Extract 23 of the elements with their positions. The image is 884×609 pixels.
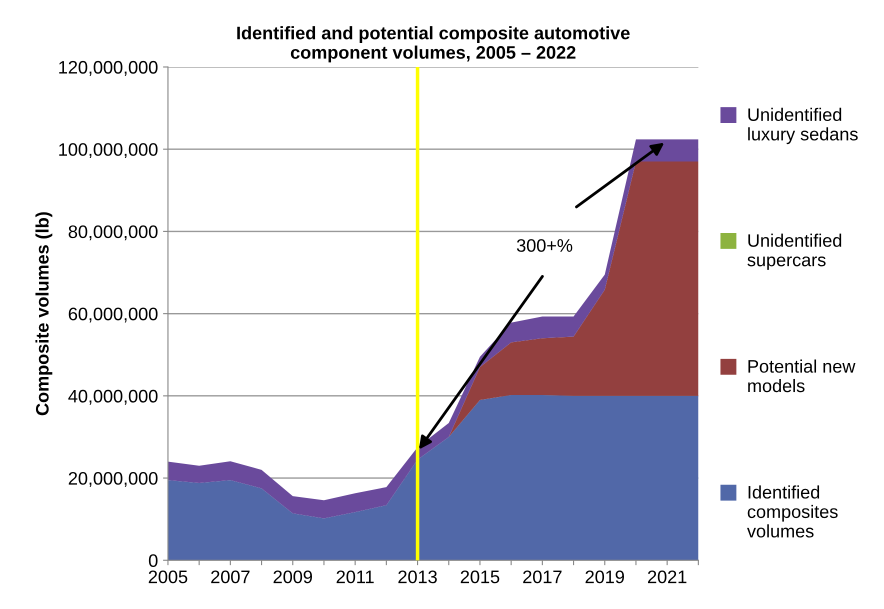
x-tick-label: 2007 (211, 570, 250, 584)
x-tick-label: 2021 (648, 570, 686, 584)
y-tick-label: 100,000,000 (59, 143, 158, 158)
y-tick-label: 20,000,000 (68, 472, 158, 487)
y-tick-label: 0 (148, 554, 158, 567)
legend-label: Identified composites volumes (747, 485, 838, 538)
legend-label: Unidentified luxury sedans (748, 108, 858, 144)
x-tick-label: 2015 (460, 570, 500, 584)
annotation: 300+% (516, 239, 572, 252)
x-tick-label: 2011 (336, 570, 374, 584)
legend-label: Unidentified supercars (747, 234, 842, 270)
x-tick-label: 2009 (274, 570, 312, 584)
y-tick-label: 40,000,000 (68, 390, 158, 405)
x-tick-label: 2017 (523, 570, 562, 584)
y-tick-label: 60,000,000 (68, 308, 158, 322)
chart-title: Identified and potential composite automotive component volumes, 2005 – 2022 (237, 26, 630, 62)
y-tick-label: 120,000,000 (59, 60, 158, 76)
x-tick-label: 2013 (398, 570, 437, 584)
x-tick-label: 2019 (586, 570, 624, 584)
legend-label: Potential new models (748, 360, 856, 392)
y-axis-title: Composite volumes (lb) (35, 212, 52, 416)
x-tick-label: 2005 (148, 570, 188, 584)
y-tick-label: 80,000,000 (68, 225, 158, 240)
